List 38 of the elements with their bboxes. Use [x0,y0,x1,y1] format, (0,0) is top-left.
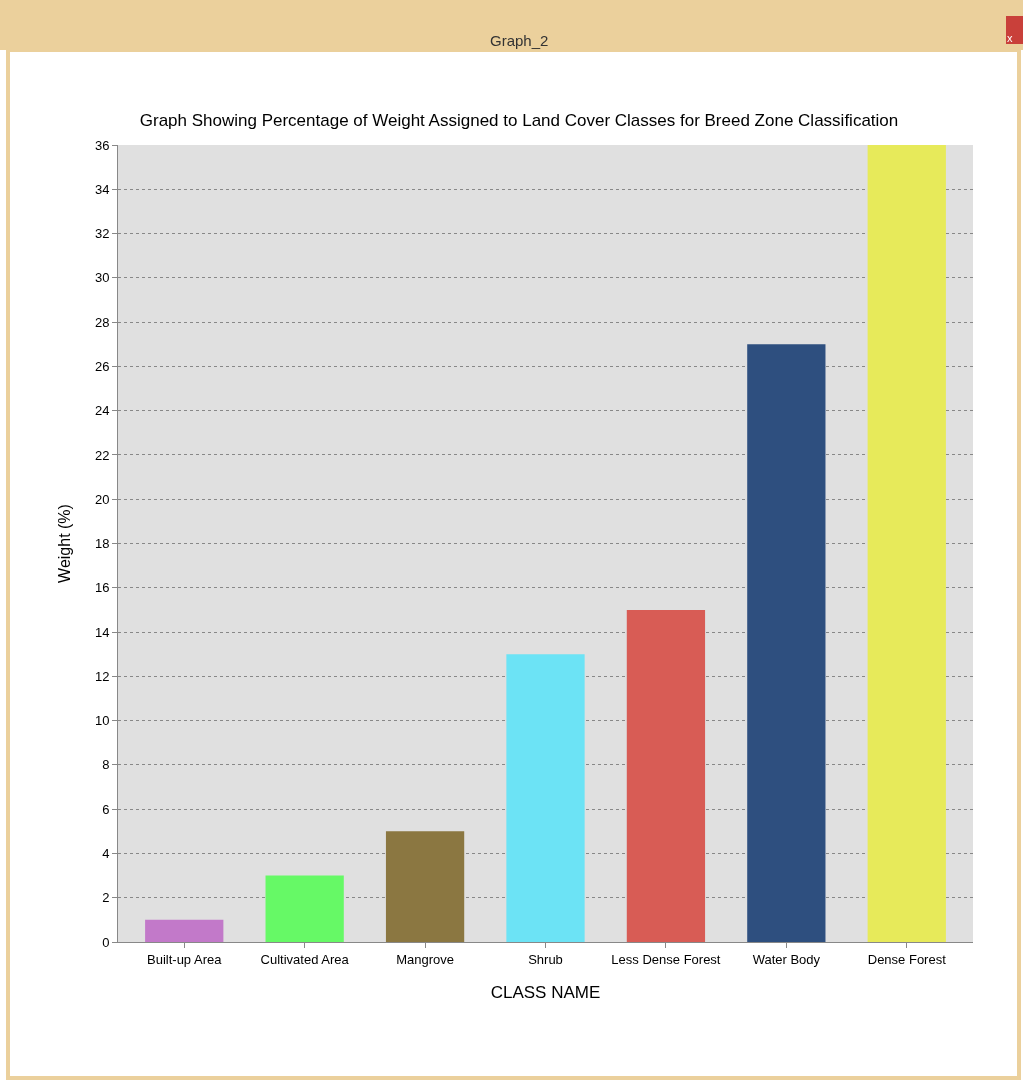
y-tick-label: 28 [94,314,110,330]
chart-title: Graph Showing Percentage of Weight Assigned to Land Cover Classes for Breed Zone Classification [139,110,899,130]
x-tick-label: Dense Forest [867,951,947,967]
x-tick-label: Shrub [528,951,563,967]
bar [385,831,465,942]
x-axis-title: CLASS NAME [490,983,601,1002]
y-tick-label: 22 [94,447,110,463]
bar [747,344,826,942]
text: Graph_2 [490,32,549,49]
y-tick-label: 26 [94,358,110,374]
x-tick-label: Cultivated Area [260,951,350,967]
bar [265,875,344,942]
y-tick-label: 34 [94,181,110,197]
y-tick-label: 14 [94,624,110,640]
bar [626,609,706,942]
y-tick-label: 6 [102,801,110,817]
bar [145,919,224,942]
x-tick-label: Less Dense Forest [611,951,721,967]
x-tick-label: Water Body [752,951,821,967]
y-axis-title: Weight (%) [55,504,73,583]
y-tick-label: 20 [94,491,110,507]
bar [867,145,946,942]
y-tick-label: 10 [94,713,110,729]
bar [506,654,585,942]
y-tick-label: 12 [94,668,110,684]
y-tick-label: 2 [102,890,110,906]
y-tick-label: 36 [94,137,110,153]
y-tick-label: 8 [102,757,110,773]
y-tick-label: 4 [102,845,110,861]
y-tick-label: 0 [102,934,110,950]
y-tick-label: 18 [94,536,110,552]
y-tick-label: 32 [94,226,110,242]
text: x [1007,32,1013,44]
y-tick-label: 16 [94,580,110,596]
y-tick-label: 30 [94,270,110,286]
x-tick-label: Built-up Area [147,951,223,967]
y-tick-label: 24 [94,403,110,419]
x-tick-label: Mangrove [396,951,454,967]
